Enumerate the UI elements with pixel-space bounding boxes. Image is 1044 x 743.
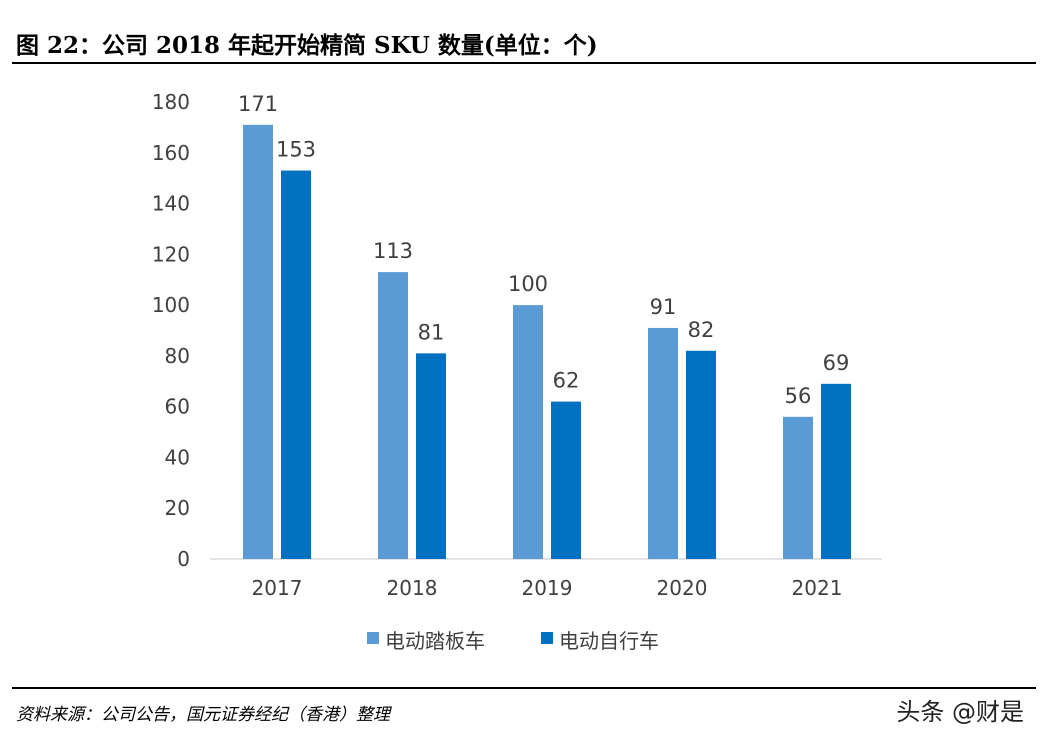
bar-scooter (513, 305, 543, 559)
y-tick-label: 80 (165, 344, 190, 368)
y-tick-label: 20 (165, 496, 190, 520)
y-tick-label: 180 (152, 90, 190, 114)
bar-e-bike (416, 353, 446, 559)
x-tick-label: 2018 (387, 576, 438, 600)
data-label: 171 (238, 92, 278, 116)
data-label: 91 (650, 295, 677, 319)
footer-rule (12, 687, 1036, 689)
y-tick-label: 60 (165, 395, 190, 419)
data-label: 56 (785, 384, 812, 408)
bar-e-bike (551, 401, 581, 559)
data-label: 153 (276, 138, 316, 162)
x-tick-label: 2020 (657, 576, 708, 600)
y-tick-label: 120 (152, 242, 190, 266)
x-tick-label: 2021 (792, 576, 843, 600)
y-tick-label: 40 (165, 445, 190, 469)
bar-e-bike (821, 383, 851, 559)
bar-scooter (648, 327, 678, 559)
y-tick-label: 140 (152, 192, 190, 216)
y-tick-label: 160 (152, 141, 190, 165)
data-label: 113 (373, 239, 413, 263)
data-label: 69 (823, 351, 850, 375)
bar-chart: 0 20 40 60 80 100 120 140 160 180 2017 171 153 2018 11… (152, 90, 882, 653)
source-note: 资料来源：公司公告，国元证券经纪（香港）整理 (16, 705, 390, 725)
x-tick-label: 2017 (252, 576, 303, 600)
data-label: 62 (553, 369, 580, 393)
bar-scooter (783, 416, 813, 559)
y-tick-label: 100 (152, 293, 190, 317)
data-label: 81 (418, 320, 445, 344)
y-tick-label: 0 (177, 547, 190, 571)
figure-title: 图 22：公司 2018 年起开始精简 SKU 数量(单位：个) (16, 32, 598, 59)
bar-scooter (243, 124, 273, 559)
bar-e-bike (281, 170, 311, 560)
bar-e-bike (686, 350, 716, 559)
title-rule (12, 62, 1036, 64)
bar-scooter (378, 272, 408, 559)
data-label: 82 (688, 318, 715, 342)
data-label: 100 (508, 272, 548, 296)
legend-label: 电动自行车 (559, 629, 659, 653)
watermark: 头条 @财是 (896, 698, 1024, 726)
x-tick-label: 2019 (522, 576, 573, 600)
legend-swatch (541, 632, 553, 644)
legend-label: 电动踏板车 (385, 629, 485, 653)
legend-swatch (367, 632, 379, 644)
